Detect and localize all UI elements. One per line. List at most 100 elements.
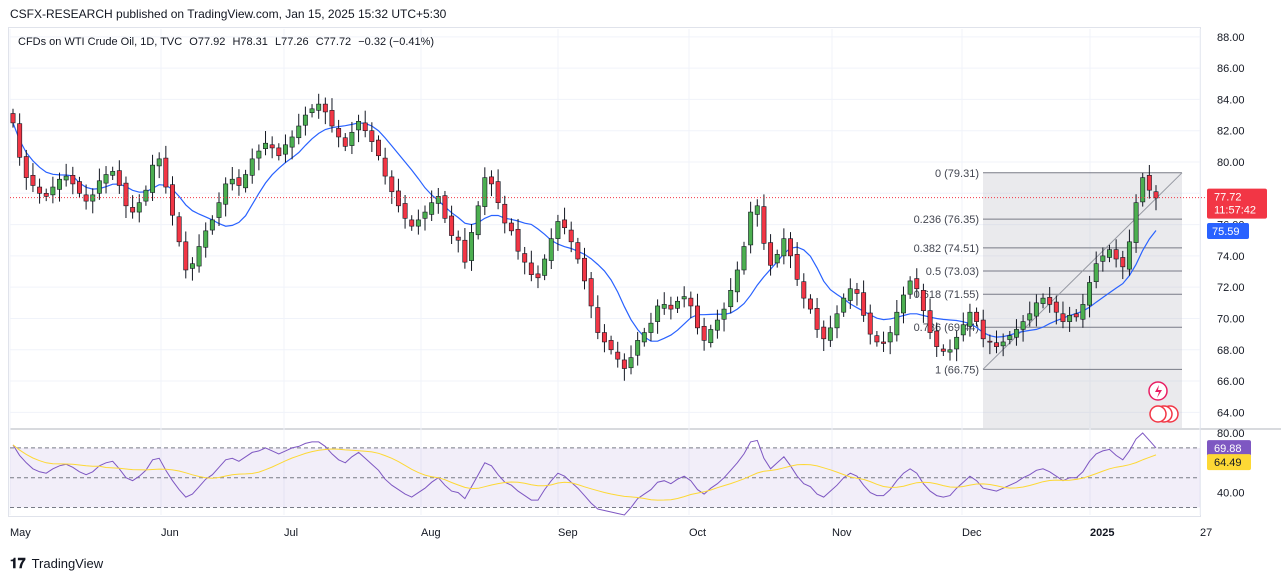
fib-level-label: 0 (79.31): [935, 168, 979, 180]
candle-body: [1087, 282, 1093, 306]
candle-body: [469, 232, 474, 261]
candle-body: [163, 157, 169, 188]
rsi-panel: [10, 432, 1200, 516]
candle-body: [369, 130, 375, 142]
candle-body: [721, 308, 727, 320]
candle-body: [322, 103, 328, 113]
candle-body: [1060, 313, 1066, 322]
candle-body: [794, 254, 800, 280]
candle-body: [555, 221, 561, 239]
candle-body: [675, 300, 680, 309]
candle-body: [316, 103, 322, 111]
footer[interactable]: 𝟏𝟕 TradingView: [10, 555, 103, 572]
candle-body: [1047, 297, 1053, 305]
candle-body: [562, 219, 568, 229]
candle-body: [342, 137, 348, 147]
candle-body: [130, 207, 136, 213]
candle-body: [269, 144, 275, 149]
candle-body: [462, 239, 468, 263]
candle-body: [841, 297, 847, 313]
candle-body: [874, 335, 880, 343]
candle-body: [196, 246, 202, 267]
rsi-line: [12, 432, 1157, 516]
candle-body: [356, 121, 362, 131]
candle-body: [409, 219, 415, 227]
candle-body: [901, 294, 906, 314]
fib-level-label: 0.382 (74.51): [914, 243, 979, 255]
candle-body: [362, 122, 368, 132]
candle-body: [741, 246, 747, 271]
candle-body: [701, 325, 707, 341]
candle-body: [1120, 257, 1126, 268]
candle-body: [1020, 321, 1026, 330]
candle-body: [103, 174, 109, 184]
time-tick-label: 2025: [1090, 527, 1114, 539]
price-tick-label: 88.00: [1217, 32, 1245, 44]
candle-body: [954, 336, 960, 350]
price-tick-label: 70.00: [1217, 313, 1245, 325]
candle-body: [83, 194, 89, 202]
candle-body: [1033, 302, 1039, 317]
price-tick-label: 82.00: [1217, 126, 1245, 138]
candle-body: [282, 144, 288, 155]
candle-body: [495, 181, 501, 203]
candle-body: [548, 238, 554, 261]
price-tick-label: 86.00: [1217, 63, 1245, 75]
candle-body: [96, 180, 102, 194]
candle-body: [475, 205, 481, 236]
candle-body: [827, 327, 833, 341]
candle-body: [588, 278, 594, 307]
grid-layer: [9, 29, 1281, 515]
price-tick-label: 64.00: [1217, 407, 1245, 419]
tradingview-logo-icon: 𝟏𝟕: [10, 555, 26, 571]
candle-body: [50, 186, 56, 196]
candle-body: [994, 342, 999, 347]
candle-body: [728, 290, 734, 308]
candle-body: [508, 222, 514, 232]
candle-body: [389, 176, 395, 193]
candle-body: [449, 215, 455, 236]
rsi-ma-badge-text: 64.49: [1214, 457, 1242, 469]
candle-body: [927, 310, 933, 333]
candle-body: [601, 332, 607, 343]
candle-body: [415, 219, 421, 227]
candle-body: [528, 262, 534, 275]
candle-body: [768, 242, 774, 266]
candle-body: [960, 324, 966, 336]
candle-body: [209, 219, 215, 231]
symbol-legend: CFDs on WTI Crude Oil, 1D, TVC O77.92 H7…: [18, 36, 438, 48]
candle-body: [63, 175, 69, 181]
legend-high: H78.31: [232, 36, 268, 48]
candle-body: [455, 236, 461, 241]
candle-body: [1053, 301, 1059, 313]
candle-body: [887, 332, 893, 343]
candle-body: [814, 307, 820, 330]
us-flag-icon: [1149, 405, 1167, 423]
candle-body: [1067, 315, 1073, 322]
time-tick-label: Nov: [832, 527, 852, 539]
candle-body: [216, 202, 222, 218]
candle-body: [263, 142, 268, 149]
candle-body: [947, 349, 953, 353]
candle-body: [1153, 191, 1159, 199]
candle-body: [582, 257, 587, 282]
candle-body: [243, 174, 249, 189]
candle-body: [276, 147, 282, 157]
candle-body: [116, 170, 122, 186]
candle-body: [575, 242, 581, 260]
rsi-tick-label: 40.00: [1217, 488, 1245, 500]
candle-body: [1107, 249, 1112, 258]
candle-body: [967, 311, 973, 327]
candle-body: [110, 171, 116, 176]
candle-body: [1000, 341, 1006, 347]
legend-change: −0.32 (−0.41%): [358, 36, 435, 48]
candle-body: [156, 158, 162, 167]
last-price-badge: [1207, 188, 1267, 219]
candle-body: [542, 258, 548, 276]
countdown-text: 11:57:42: [1214, 205, 1256, 217]
candle-body: [289, 136, 295, 148]
candle-body: [1040, 297, 1046, 304]
candle-body: [382, 157, 388, 177]
price-tick-label: 66.00: [1217, 376, 1245, 388]
